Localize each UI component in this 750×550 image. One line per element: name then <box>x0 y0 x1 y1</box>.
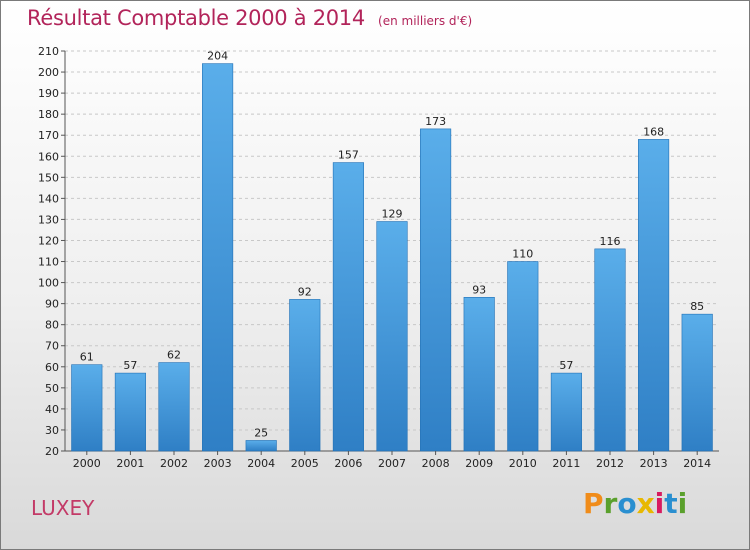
x-tick-label: 2006 <box>334 457 362 470</box>
proxiti-logo: Proxiti <box>583 487 687 520</box>
logo-letter: P <box>583 487 604 520</box>
x-tick-label: 2009 <box>465 457 493 470</box>
bar <box>507 261 539 452</box>
logo-letter: r <box>603 487 618 520</box>
data-label: 129 <box>382 208 403 221</box>
title-block: Résultat Comptable 2000 à 2014 (en milli… <box>27 6 472 30</box>
y-tick-label: 180 <box>38 108 59 121</box>
data-label: 61 <box>80 351 94 364</box>
y-tick-label: 120 <box>38 234 59 247</box>
x-tick-label: 2010 <box>509 457 537 470</box>
y-tick-label: 20 <box>45 445 59 458</box>
y-tick-label: 80 <box>45 319 59 332</box>
y-tick-label: 90 <box>45 298 59 311</box>
y-tick-label: 70 <box>45 340 59 353</box>
y-tick-label: 170 <box>38 129 59 142</box>
data-label: 116 <box>600 235 621 248</box>
bar <box>289 299 321 452</box>
bar <box>245 440 277 452</box>
x-tick-label: 2000 <box>73 457 101 470</box>
x-tick-label: 2012 <box>596 457 624 470</box>
bar <box>463 297 495 452</box>
data-label: 57 <box>123 359 137 372</box>
logo-letter: i <box>654 487 665 520</box>
x-tick-label: 2013 <box>640 457 668 470</box>
y-tick-label: 190 <box>38 87 59 100</box>
data-label: 110 <box>512 248 533 261</box>
logo-letter: x <box>636 487 655 520</box>
y-tick-label: 60 <box>45 361 59 374</box>
bar <box>681 313 713 452</box>
x-tick-label: 2004 <box>247 457 275 470</box>
x-tick-label: 2014 <box>683 457 711 470</box>
bar <box>114 372 146 452</box>
x-tick-label: 2002 <box>160 457 188 470</box>
y-tick-label: 40 <box>45 403 59 416</box>
logo-letter: t <box>664 487 678 520</box>
data-label: 85 <box>690 300 704 313</box>
data-label: 62 <box>167 349 181 362</box>
bar <box>550 372 582 452</box>
y-tick-label: 130 <box>38 213 59 226</box>
x-tick-label: 2005 <box>291 457 319 470</box>
bar <box>638 139 670 452</box>
data-label: 25 <box>254 426 268 439</box>
data-label: 93 <box>472 283 486 296</box>
bar <box>158 362 190 452</box>
y-tick-label: 210 <box>38 45 59 58</box>
commune-name: LUXEY <box>31 496 95 520</box>
bar <box>420 128 452 452</box>
x-tick-label: 2007 <box>378 457 406 470</box>
bar <box>594 248 626 452</box>
y-tick-label: 30 <box>45 424 59 437</box>
x-tick-label: 2011 <box>552 457 580 470</box>
data-label: 168 <box>643 125 664 138</box>
logo-letter: o <box>617 487 637 520</box>
x-tick-label: 2003 <box>204 457 232 470</box>
data-label: 157 <box>338 149 359 162</box>
y-tick-label: 50 <box>45 382 59 395</box>
y-tick-label: 140 <box>38 192 59 205</box>
y-tick-label: 110 <box>38 256 59 269</box>
chart-subtitle: (en milliers d'€) <box>378 14 473 28</box>
data-label: 92 <box>298 285 312 298</box>
data-label: 57 <box>559 359 573 372</box>
bar <box>71 364 103 452</box>
x-tick-label: 2008 <box>422 457 450 470</box>
bar <box>376 221 408 452</box>
y-tick-label: 160 <box>38 150 59 163</box>
x-tick-label: 2001 <box>116 457 144 470</box>
bar <box>332 162 364 452</box>
chart-title: Résultat Comptable 2000 à 2014 <box>27 6 365 30</box>
data-label: 173 <box>425 115 446 128</box>
y-tick-label: 150 <box>38 171 59 184</box>
data-label: 204 <box>207 50 228 63</box>
logo-letter: i <box>677 487 688 520</box>
y-tick-label: 100 <box>38 277 59 290</box>
bar <box>202 63 234 452</box>
y-tick-label: 200 <box>38 66 59 79</box>
